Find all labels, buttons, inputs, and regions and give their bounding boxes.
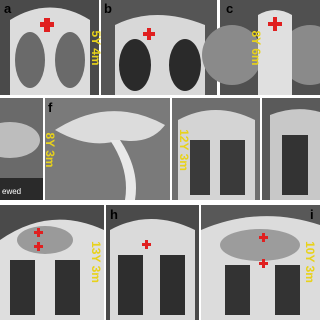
panel-h bbox=[106, 205, 199, 320]
panel-label: b bbox=[104, 1, 112, 16]
age-label: 5Y 4m bbox=[89, 30, 103, 65]
panel-g bbox=[0, 205, 104, 320]
age-label: 8Y 3m bbox=[43, 132, 57, 167]
panel-c bbox=[202, 0, 320, 95]
panel-f bbox=[45, 98, 170, 200]
panel-label: c bbox=[226, 1, 233, 16]
panel-note: ewed bbox=[2, 187, 21, 196]
panel-label: f bbox=[48, 100, 53, 115]
panel-a bbox=[0, 0, 99, 95]
panel-i bbox=[201, 205, 320, 320]
age-label: 10Y 3m bbox=[303, 241, 317, 283]
panel-e bbox=[0, 98, 43, 200]
panel-h-row2 bbox=[262, 98, 320, 200]
age-label: 12Y 3m bbox=[177, 129, 191, 171]
panel-b bbox=[101, 0, 217, 95]
panel-label: a bbox=[4, 1, 12, 16]
panel-label: h bbox=[110, 207, 118, 222]
age-label: 8Y 6m bbox=[249, 30, 263, 65]
panel-g-row2 bbox=[172, 98, 260, 200]
panel-label: i bbox=[310, 207, 314, 222]
age-label: 13Y 3m bbox=[89, 241, 103, 283]
